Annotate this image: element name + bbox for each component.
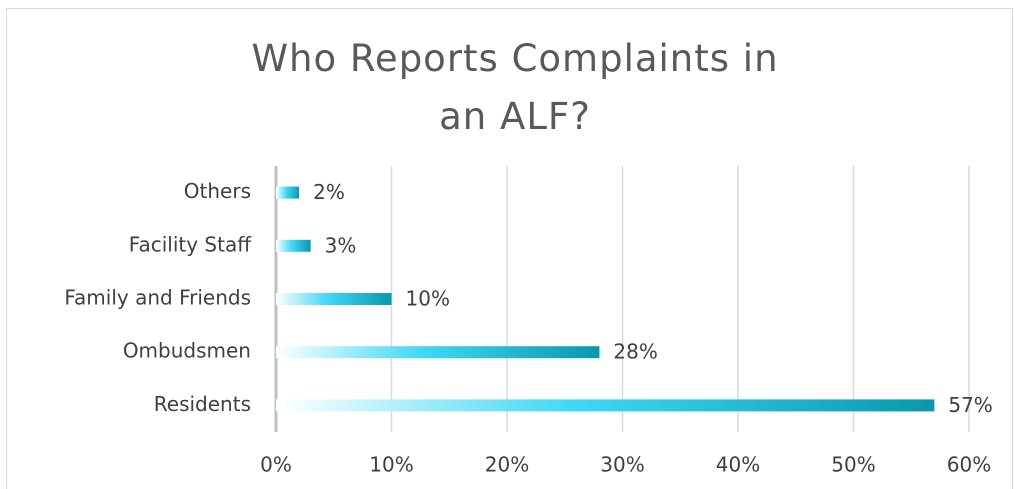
- bar: [276, 346, 600, 359]
- x-tick-label: 60%: [947, 453, 991, 477]
- data-label: 3%: [325, 233, 357, 257]
- data-label: 28%: [613, 340, 657, 364]
- x-tick-label: 10%: [369, 453, 413, 477]
- y-tick-label: Others: [184, 179, 251, 203]
- data-label: 57%: [948, 393, 992, 417]
- bar: [276, 399, 935, 412]
- bar: [276, 293, 392, 305]
- y-tick-label: Residents: [154, 392, 251, 416]
- x-tick-label: 0%: [260, 453, 292, 477]
- x-tick-label: 20%: [485, 453, 529, 477]
- chart-title: Who Reports Complaints in an ALF?: [251, 37, 779, 138]
- x-tick-label: 40%: [716, 453, 760, 477]
- bar: [276, 239, 311, 252]
- bar: [276, 186, 300, 199]
- x-tick-label: 30%: [600, 453, 644, 477]
- y-tick-label: Ombudsmen: [123, 339, 251, 363]
- chart-border: [6, 8, 1013, 489]
- y-tick-label: Facility Staff: [129, 232, 252, 256]
- data-label: 10%: [406, 287, 450, 311]
- y-tick-label: Family and Friends: [64, 286, 251, 310]
- x-tick-label: 50%: [831, 453, 875, 477]
- data-label: 2%: [313, 180, 345, 204]
